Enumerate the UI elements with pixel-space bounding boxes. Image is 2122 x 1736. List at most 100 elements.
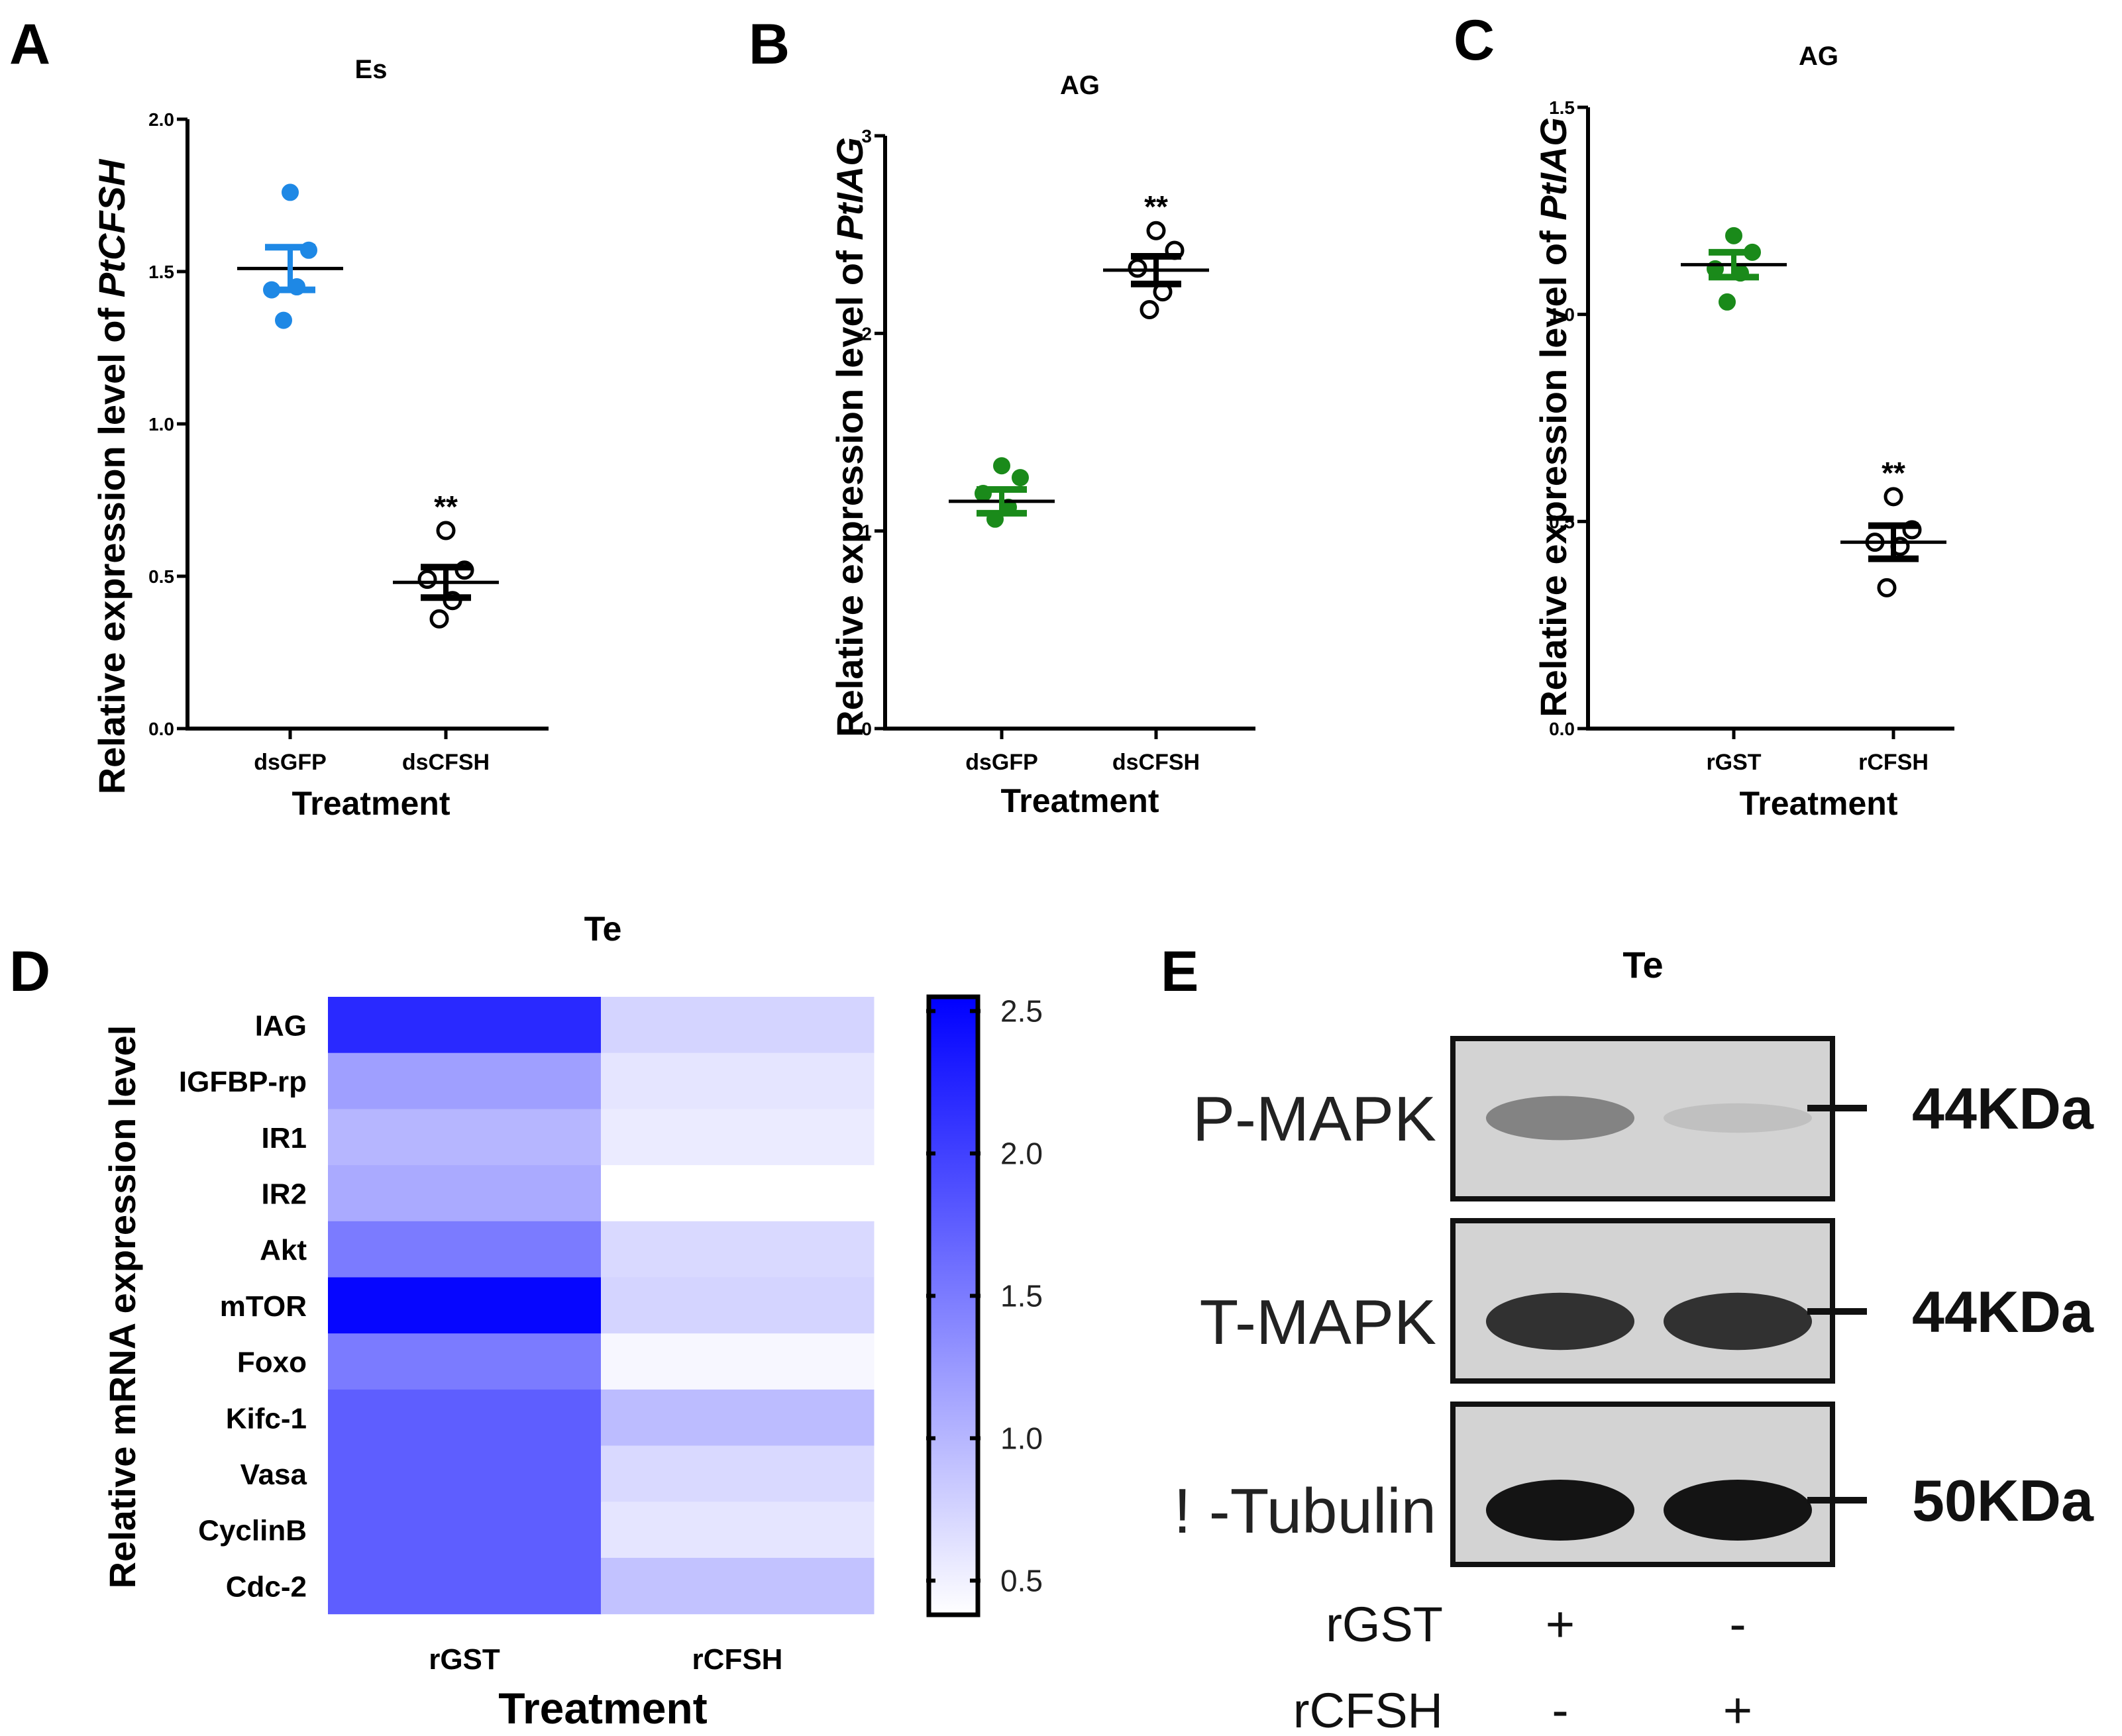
panel-a-data-point	[282, 183, 299, 201]
blot-band	[1486, 1292, 1634, 1351]
panel-c-category-label: rCFSH	[1858, 750, 1929, 775]
panel-b-significance-marker: **	[1144, 189, 1168, 224]
panel-e-western-blot: E Te P-MAPK 44KDa T-MAPK 44KDa ! -Tubulin 50K…	[1161, 940, 2094, 1736]
colorbar	[926, 994, 981, 1617]
treatment-sign: -	[1729, 1596, 1746, 1653]
panel-c-data-point	[1719, 293, 1736, 311]
heatmap-column-label: rGST	[429, 1643, 500, 1676]
panel-a-x-axis-label: Treatment	[292, 785, 451, 822]
panel-c-y-tick-label: 1.0	[1549, 305, 1575, 325]
heatmap-row-label: IR1	[262, 1122, 307, 1154]
panel-a-y-axis-label: Relative expression level of PtCFSH	[91, 158, 133, 794]
heatmap-cell	[601, 1221, 875, 1278]
heatmap-row-label: Kifc-1	[226, 1402, 307, 1435]
blot-size-label: 44KDa	[1912, 1279, 2094, 1345]
panel-a-significance-marker: **	[434, 489, 458, 524]
panel-c-data-point	[1883, 487, 1903, 507]
panel-c-title: AG	[1799, 42, 1838, 71]
panel-b-data-point	[1012, 469, 1029, 487]
heatmap-cell	[601, 1389, 875, 1447]
heatmap-cell	[601, 1277, 875, 1334]
treatment-sign: -	[1552, 1682, 1568, 1736]
panel-c-y-axis-label: Relative expression level of PtIAG	[1532, 117, 1574, 717]
panel-c-x-axis-label: Treatment	[1740, 785, 1898, 822]
colorbar-tick-label: 1.5	[1000, 1278, 1043, 1313]
panel-b-data-point	[1128, 258, 1147, 278]
heatmap-cell	[601, 1558, 875, 1615]
panel-a-y-tick-label: 0.5	[148, 566, 174, 587]
heatmap-cell	[328, 1109, 602, 1166]
blot-row-label: P-MAPK	[1193, 1084, 1436, 1154]
panel-e-title: Te	[1622, 944, 1663, 986]
panel-b-data-point	[993, 457, 1010, 475]
panel-d-x-axis-label: Treatment	[498, 1684, 707, 1733]
blot-band	[1664, 1103, 1812, 1133]
panel-c-significance-marker: **	[1882, 456, 1905, 490]
panel-a-category-label: dsCFSH	[402, 750, 490, 775]
treatment-row-label: rCFSH	[1293, 1683, 1443, 1736]
heatmap-row-label: Cdc-2	[226, 1570, 307, 1603]
heatmap-row-label: Vasa	[240, 1458, 307, 1491]
heatmap-cell	[328, 1558, 602, 1615]
panel-letter-a: A	[9, 13, 50, 76]
blot-row-label: ! -Tubulin	[1173, 1476, 1436, 1547]
panel-a-y-tick-label: 0.0	[148, 719, 174, 739]
treatment-row-label: rGST	[1326, 1597, 1443, 1652]
panel-a-data-point	[436, 521, 456, 540]
treatment-sign: +	[1723, 1682, 1752, 1736]
panel-b-category-label: dsCFSH	[1112, 750, 1200, 775]
heatmap-row-label: Foxo	[237, 1347, 307, 1379]
panel-b-data-point	[1140, 300, 1159, 320]
heatmap-cell	[601, 1502, 875, 1558]
heatmap-cell	[328, 1221, 602, 1278]
panel-c-y-tick-label: 1.5	[1549, 97, 1575, 118]
treatment-sign: +	[1546, 1596, 1575, 1653]
panel-b-y-tick-label: 1	[861, 521, 872, 542]
blot-band	[1664, 1480, 1812, 1541]
panel-d-y-axis-label: Relative mRNA expression level	[101, 1025, 143, 1589]
heatmap-column-label: rCFSH	[692, 1643, 783, 1676]
panel-a-y-tick-label: 1.5	[148, 262, 174, 282]
panel-c-data-point	[1877, 578, 1897, 597]
blot-band	[1486, 1096, 1634, 1141]
panel-a-category-label: dsGFP	[254, 750, 327, 775]
heatmap-cell	[328, 1445, 602, 1502]
colorbar-tick-label: 2.5	[1000, 994, 1043, 1028]
heatmap-cell	[328, 1165, 602, 1222]
panel-c-data-point	[1725, 227, 1742, 244]
blot-size-label: 50KDa	[1912, 1468, 2094, 1533]
heatmap-cell	[601, 1445, 875, 1502]
panel-a-data-point	[275, 311, 292, 329]
panel-a-y-tick-label: 2.0	[148, 109, 174, 130]
panel-b-title: AG	[1060, 71, 1100, 100]
panel-c-y-tick-label: 0.0	[1549, 719, 1575, 739]
panel-letter-e: E	[1161, 940, 1198, 1003]
panel-c-y-tick-label: 0.5	[1549, 511, 1575, 532]
colorbar-tick-label: 1.0	[1000, 1421, 1043, 1455]
heatmap-cell	[328, 1389, 602, 1447]
blot-band	[1664, 1292, 1812, 1351]
panel-b-y-tick-label: 2	[861, 323, 872, 344]
heatmap-cell	[601, 1052, 875, 1109]
heatmap-cell	[601, 1165, 875, 1222]
heatmap-cell	[328, 1052, 602, 1109]
heatmap-cell	[328, 1502, 602, 1558]
colorbar-tick-label: 2.0	[1000, 1136, 1043, 1170]
heatmap-row-label: mTOR	[220, 1290, 307, 1323]
heatmap-cell	[328, 1333, 602, 1390]
heatmap-cell	[601, 1333, 875, 1390]
panel-b-category-label: dsGFP	[965, 750, 1038, 775]
heatmap-cell	[601, 997, 875, 1054]
blot-size-label: 44KDa	[1912, 1076, 2094, 1141]
panel-b-data-point	[1146, 221, 1166, 240]
panel-c-scatter: C AG Relative expression level of PtIAG …	[1454, 9, 1954, 822]
panel-a-scatter: A Es Relative expression level of PtCFSH…	[9, 13, 549, 822]
panel-b-scatter: B AG Relative expression level of PtIAG …	[749, 13, 1255, 819]
colorbar-tick-label: 0.5	[1000, 1563, 1043, 1598]
heatmap-cell	[328, 1277, 602, 1334]
panel-b-y-tick-label: 0	[861, 719, 872, 739]
panel-b-y-axis-label: Relative expression level of PtIAG	[829, 137, 871, 737]
heatmap-cell	[328, 997, 602, 1054]
panel-a-data-point	[417, 570, 437, 589]
panel-d-title: Te	[584, 910, 622, 948]
